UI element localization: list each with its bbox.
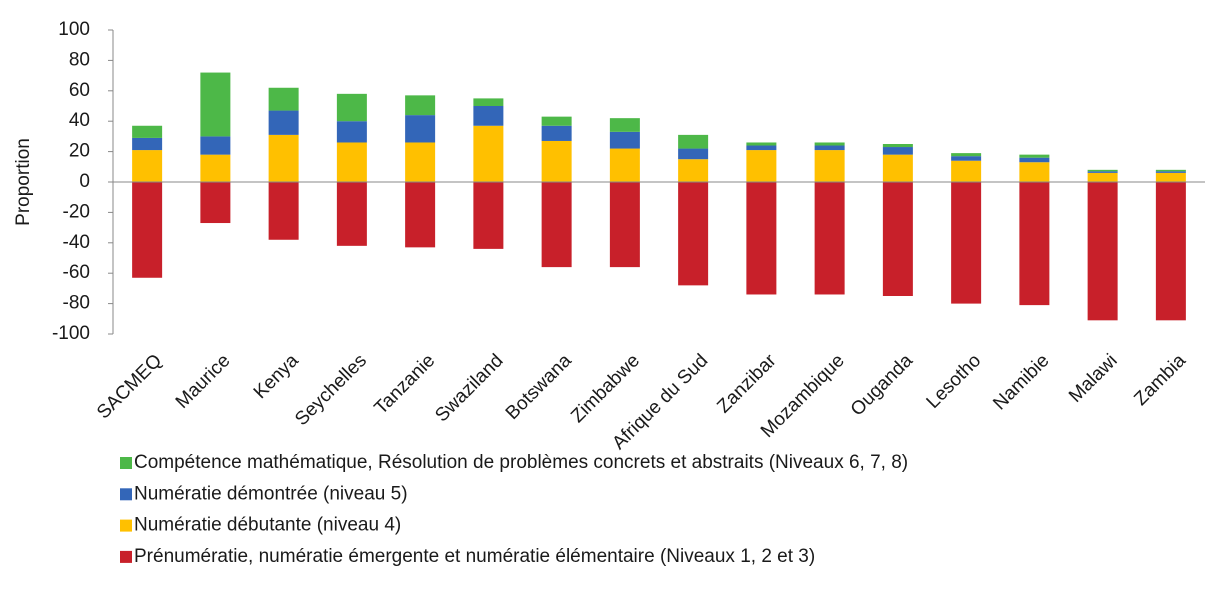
bar-segment bbox=[200, 154, 231, 182]
y-tick-label: 0 bbox=[79, 171, 90, 192]
bar-segment bbox=[200, 72, 231, 137]
bar-segment bbox=[268, 182, 299, 240]
bar-segment bbox=[200, 136, 231, 155]
bar-segment bbox=[1155, 172, 1186, 182]
bar-segment bbox=[405, 95, 436, 116]
y-tick-label: -40 bbox=[63, 232, 90, 253]
bar-segment bbox=[473, 125, 504, 182]
bar-segment bbox=[678, 134, 709, 149]
bar-segment bbox=[336, 142, 367, 182]
y-tick-label: 80 bbox=[69, 49, 90, 70]
bar-segment bbox=[814, 150, 845, 182]
y-tick-label: -20 bbox=[63, 201, 90, 222]
bar-segment bbox=[541, 140, 572, 182]
bar-segment bbox=[1155, 171, 1186, 173]
bar-segment bbox=[746, 150, 777, 182]
bar-segment bbox=[678, 182, 709, 286]
x-tick-label: Namibie bbox=[989, 350, 1053, 414]
bar-segment bbox=[132, 125, 163, 138]
x-tick-label: Zambia bbox=[1130, 350, 1190, 410]
x-tick-label: Tanzanie bbox=[371, 350, 440, 419]
legend-swatch bbox=[120, 550, 132, 563]
legend-swatch bbox=[120, 488, 132, 501]
bar-segment bbox=[882, 144, 913, 148]
x-tick-label: Seychelles bbox=[291, 350, 371, 430]
bar-segment bbox=[1155, 182, 1186, 321]
legend-label: Prénumératie, numératie émergente et num… bbox=[134, 546, 815, 567]
bar-segment bbox=[405, 182, 436, 248]
bar-segment bbox=[1155, 169, 1186, 172]
bar-segment bbox=[336, 121, 367, 143]
y-tick-label: -100 bbox=[52, 323, 90, 344]
bar-segment bbox=[1087, 182, 1118, 321]
bar-segment bbox=[541, 125, 572, 141]
bar-segment bbox=[268, 110, 299, 135]
y-axis-label: Proportion bbox=[13, 138, 34, 226]
bar-segment bbox=[746, 145, 777, 151]
bar-segment bbox=[336, 93, 367, 122]
bar-segment bbox=[132, 182, 163, 278]
bar-segment bbox=[132, 137, 163, 151]
x-tick-label: Zanzibar bbox=[713, 350, 781, 418]
bar-segment bbox=[1019, 154, 1050, 158]
x-tick-label: Ouganda bbox=[847, 350, 917, 420]
bar-segment bbox=[200, 182, 231, 224]
y-tick-label: 60 bbox=[69, 80, 90, 101]
x-tick-label: Maurice bbox=[172, 350, 235, 413]
bar-segment bbox=[882, 182, 913, 296]
bar-segment bbox=[609, 182, 640, 268]
bar-segment bbox=[746, 142, 777, 146]
bar-segment bbox=[541, 116, 572, 126]
bar-segment bbox=[268, 134, 299, 182]
legend-swatch bbox=[120, 519, 132, 532]
bar-segment bbox=[951, 156, 982, 161]
x-tick-label: SACMEQ bbox=[93, 350, 166, 423]
x-tick-label: Malawi bbox=[1065, 350, 1122, 407]
y-tick-label: -60 bbox=[63, 262, 90, 283]
bar-segment bbox=[678, 159, 709, 182]
bar-segment bbox=[814, 182, 845, 295]
bar-segment bbox=[814, 142, 845, 146]
bar-segment bbox=[268, 87, 299, 111]
x-tick-label: Swaziland bbox=[431, 350, 507, 426]
legend-label: Numératie démontrée (niveau 5) bbox=[134, 483, 408, 504]
bar-segment bbox=[882, 154, 913, 182]
legend-swatch bbox=[120, 457, 132, 469]
bar-segment bbox=[405, 115, 436, 143]
bar-segment bbox=[1019, 157, 1050, 163]
bar-segment bbox=[1087, 169, 1118, 172]
legend-label: Numératie débutante (niveau 4) bbox=[134, 515, 401, 536]
x-tick-label: Lesotho bbox=[923, 350, 986, 413]
bar-segment bbox=[336, 182, 367, 246]
bar-segment bbox=[541, 182, 572, 268]
bar-segment bbox=[1019, 182, 1050, 306]
bar-segment bbox=[746, 182, 777, 295]
legend-label: Compétence mathématique, Résolution de p… bbox=[134, 452, 908, 473]
y-tick-label: 100 bbox=[58, 19, 90, 40]
bar-segment bbox=[473, 106, 504, 126]
x-tick-label: Kenya bbox=[250, 350, 303, 403]
bar-segment bbox=[473, 98, 504, 106]
bar-segment bbox=[1087, 172, 1118, 182]
bar-segment bbox=[951, 182, 982, 304]
bar-segment bbox=[678, 148, 709, 160]
y-tick-label: -80 bbox=[63, 293, 90, 314]
y-tick-label: 20 bbox=[69, 141, 90, 162]
x-tick-label: Botswana bbox=[502, 350, 576, 424]
bar-segment bbox=[132, 150, 163, 182]
bar-segment bbox=[882, 147, 913, 155]
bar-segment bbox=[609, 131, 640, 149]
bar-segment bbox=[1019, 162, 1050, 182]
bar-segment bbox=[609, 148, 640, 182]
bar-segment bbox=[951, 160, 982, 182]
bar-segment bbox=[473, 182, 504, 249]
bar-segment bbox=[405, 142, 436, 182]
y-tick-label: 40 bbox=[69, 110, 90, 131]
bar-segment bbox=[1087, 171, 1118, 173]
bar-segment bbox=[609, 118, 640, 132]
bar-segment bbox=[814, 145, 845, 151]
bar-segment bbox=[951, 153, 982, 157]
